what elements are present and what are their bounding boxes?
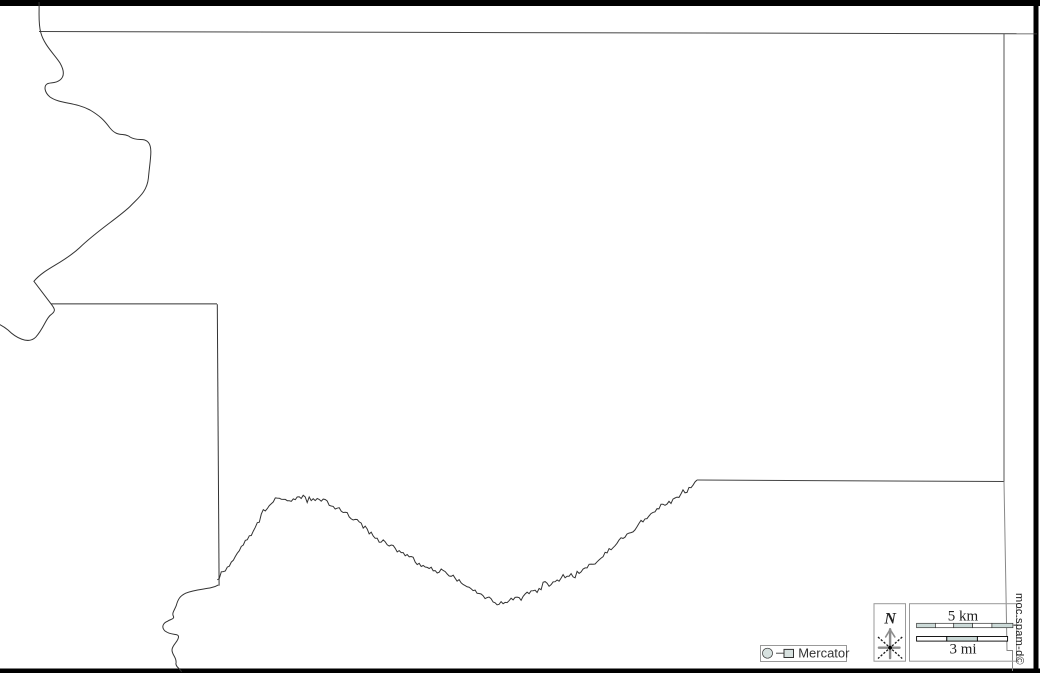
svg-text:N: N (883, 611, 897, 628)
svg-text:5 km: 5 km (948, 609, 979, 625)
svg-text:3 mi: 3 mi (949, 642, 976, 658)
svg-text:Mercator: Mercator (798, 646, 850, 661)
